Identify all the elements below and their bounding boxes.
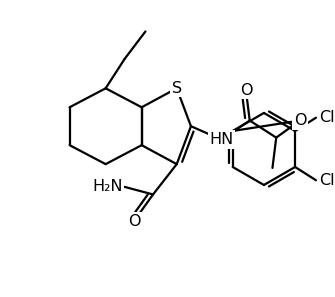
- Text: Cl: Cl: [319, 173, 334, 188]
- Text: O: O: [294, 113, 306, 128]
- Text: Cl: Cl: [319, 110, 334, 125]
- Text: S: S: [172, 81, 182, 96]
- Text: O: O: [240, 83, 252, 98]
- Text: HN: HN: [209, 132, 233, 147]
- Text: O: O: [128, 214, 140, 228]
- Text: H₂N: H₂N: [92, 179, 123, 194]
